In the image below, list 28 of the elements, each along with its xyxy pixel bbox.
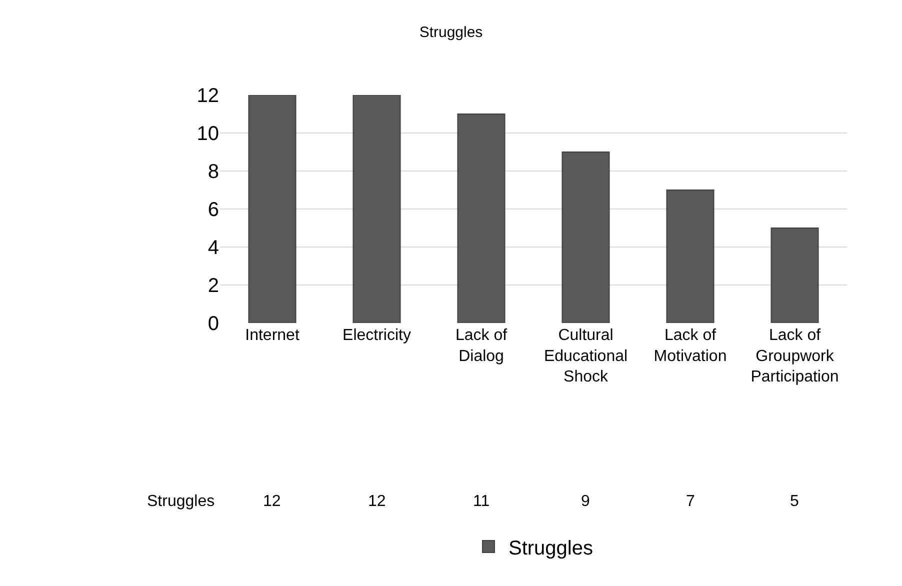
text: Struggles: [147, 493, 215, 510]
data-label: 12: [368, 493, 386, 510]
y-tick-label: 2: [208, 275, 219, 297]
data-label: 5: [790, 493, 799, 510]
bar: [248, 95, 296, 323]
y-tick-label: 0: [208, 313, 219, 335]
y-tick-label: 8: [208, 161, 219, 183]
y-tick-label: 6: [208, 199, 219, 221]
data-label: 9: [581, 493, 590, 510]
data-label: 12: [263, 493, 281, 510]
y-tick-label: 4: [208, 237, 219, 259]
data-label: 11: [473, 493, 490, 510]
x-tick-label: Lack of Motivation: [654, 327, 727, 365]
bar: [770, 228, 819, 323]
x-tick-label: Lack of Groupwork Participation: [750, 327, 839, 386]
x-tick-label: Lack of Dialog: [455, 327, 508, 365]
bar: [666, 190, 714, 323]
x-tick-label: Electricity: [342, 327, 411, 344]
x-tick-label: Cultural Educational Shock: [544, 327, 628, 386]
bar: [562, 152, 610, 323]
chart-title: Struggles: [419, 24, 483, 41]
x-tick-label: Internet: [245, 327, 300, 344]
y-tick-label: 10: [196, 123, 219, 145]
bar: [457, 114, 506, 323]
bar: [352, 95, 401, 323]
legend-label: Struggles: [508, 537, 593, 560]
y-tick-label: 12: [196, 85, 219, 107]
data-label: 7: [686, 493, 695, 510]
